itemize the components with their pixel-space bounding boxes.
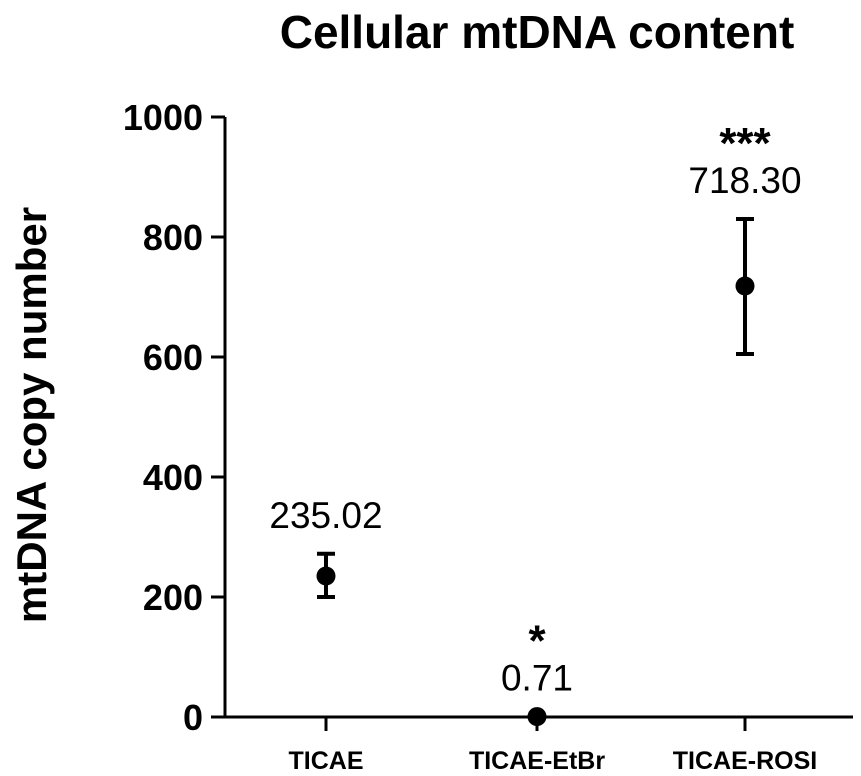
y-tick-label-400: 400	[143, 457, 203, 498]
data-point-2	[735, 276, 755, 296]
data-point-1	[527, 707, 547, 727]
y-tick-label-600: 600	[143, 337, 203, 378]
x-tick-label-1: TICAE-EtBr	[469, 747, 605, 775]
value-label-0: 235.02	[269, 495, 382, 536]
significance-mark-1: *	[528, 617, 546, 666]
y-tick-label-0: 0	[183, 697, 203, 738]
y-tick-label-200: 200	[143, 577, 203, 618]
data-point-0	[316, 566, 336, 586]
chart-title: Cellular mtDNA content	[280, 6, 795, 58]
y-tick-label-1000: 1000	[123, 97, 203, 138]
value-label-2: 718.30	[688, 160, 801, 201]
value-label-1: 0.71	[501, 658, 573, 699]
y-tick-label-800: 800	[143, 217, 203, 258]
significance-mark-2: ***	[719, 119, 771, 168]
x-tick-label-2: TICAE-ROSI	[673, 747, 817, 775]
y-axis: 0 200 400 600 800 1000	[123, 97, 227, 738]
x-tick-label-0: TICAE	[289, 747, 364, 775]
y-axis-label: mtDNA copy number	[8, 207, 55, 623]
data-points: 235.02 0.71* 718.30***	[269, 119, 802, 727]
